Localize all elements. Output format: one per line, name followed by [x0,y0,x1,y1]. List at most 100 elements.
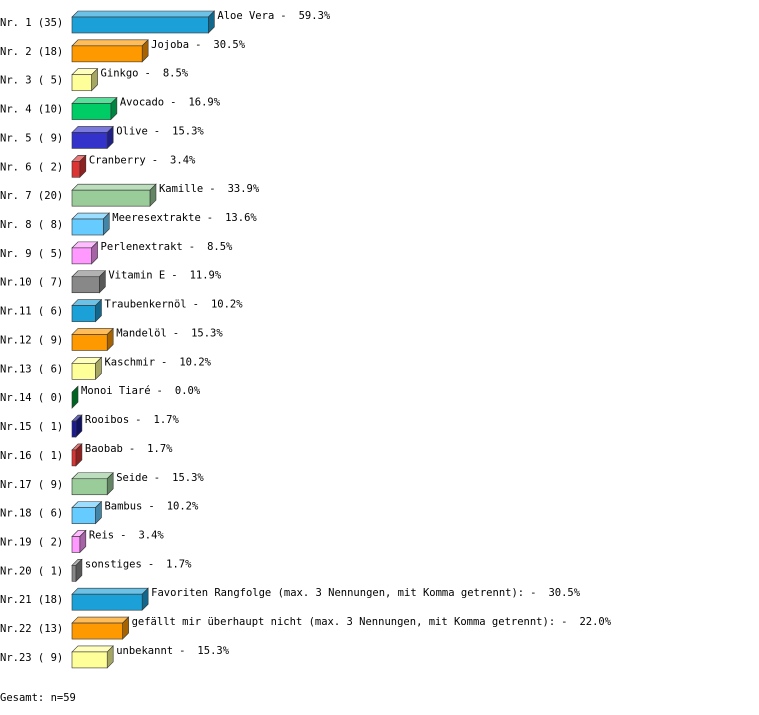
category-name: Traubenkernöl [104,299,186,311]
separator: - [280,10,286,22]
bar-top [71,212,111,220]
value-label: 22.0% [579,616,611,628]
row-label: Nr. 3 ( 5) [0,75,63,87]
category-name: unbekannt [116,645,173,657]
bar [71,218,104,236]
value-label: 10.2% [167,501,199,513]
bar-top [71,616,130,624]
bar [71,536,81,553]
category-name: Vitamin E [108,270,165,282]
value-label: 33.9% [228,183,260,195]
separator: - [170,97,176,109]
bar-label: Seide -15.3% [116,472,204,484]
bar-side [71,385,79,409]
category-name: Ginkgo [101,68,139,80]
category-name: gefällt mir überhaupt nicht (max. 3 Nenn… [132,616,556,628]
row-label: Nr.12 ( 9) [0,334,63,346]
bar-label: Perlenextrakt -8.5% [101,241,233,253]
bar [71,305,96,322]
bar [71,247,92,265]
bar-top [71,126,114,133]
bar-label: Aloe Vera - 59.3% [217,10,331,22]
category-name: Olive [116,125,148,137]
row-label: Nr. 8 ( 8) [0,219,63,231]
bar-label: Mandelöl -15.3% [116,327,223,339]
value-label: 0.0% [175,385,201,397]
bar-top [71,39,149,47]
separator: - [173,327,179,339]
bar-label: sonstiges -1.7% [85,558,192,570]
bar [71,16,209,34]
bar-top [71,10,216,18]
bar [71,565,77,582]
bar-label: Monoi Tiaré -0.0% [81,385,201,397]
value-label: 13.6% [225,212,257,224]
bar [71,132,108,149]
value-label: 30.5% [213,39,245,51]
bar-label: Rooibos - 1.7% [85,414,180,426]
bar-top [71,328,114,335]
separator: - [195,39,201,51]
separator: - [561,616,567,628]
value-label: 15.3% [191,327,223,339]
bar-label: gefällt mir überhaupt nicht (max. 3 Nenn… [132,616,612,628]
bar-label: unbekannt -15.3% [116,645,230,657]
bar [71,103,112,120]
bar-top [71,472,114,480]
bar [71,363,96,380]
row-label: Nr.22 (13) [0,623,63,635]
row-label: Nr. 9 ( 5) [0,248,63,260]
bar [71,651,108,669]
value-label: 10.2% [179,356,211,368]
bar [71,593,143,611]
separator: - [152,154,158,166]
bar [71,45,143,63]
category-name: Rooibos [85,414,129,426]
bar-label: Traubenkernöl -10.2% [104,299,243,311]
separator: - [144,68,150,80]
category-name: Kamille [159,183,203,195]
row-label: Nr.11 ( 6) [0,306,63,318]
bar [71,507,96,524]
bar [71,622,123,640]
row-label: Nr.13 ( 6) [0,363,63,375]
bar [71,420,77,438]
separator: - [171,270,177,282]
separator: - [209,183,215,195]
category-name: Favoriten Rangfolge (max. 3 Nennungen, m… [151,587,524,599]
row-label: Nr. 7 (20) [0,190,63,202]
bar-label: Baobab -1.7% [85,443,173,455]
separator: - [148,558,154,570]
value-label: 1.7% [147,443,173,455]
category-name: Meeresextrakte [112,212,201,224]
bar [71,478,108,496]
separator: - [161,356,167,368]
category-name: Cranberry [89,154,146,166]
value-label: 15.3% [172,125,204,137]
category-name: Bambus [104,501,142,513]
separator: - [179,645,185,657]
separator: - [135,414,141,426]
row-label: Nr.23 ( 9) [0,652,63,664]
bar-label: Cranberry -3.4% [89,154,196,166]
category-name: Kaschmir [104,356,155,368]
row-label: Nr. 6 ( 2) [0,161,63,173]
row-label: Nr.19 ( 2) [0,536,63,548]
category-name: Mandelöl [116,327,167,339]
bar [71,449,77,467]
separator: - [530,587,536,599]
bar-label: Meeresextrakte -13.6% [112,212,257,224]
row-label: Nr.16 ( 1) [0,450,63,462]
separator: - [120,529,126,541]
value-label: 8.5% [207,241,233,253]
category-name: Baobab [85,443,123,455]
row-label: Nr.15 ( 1) [0,421,63,433]
category-name: Aloe Vera [217,10,274,22]
value-label: 3.4% [138,529,164,541]
bar-label: Reis -3.4% [89,529,165,541]
bar-label: Kaschmir -10.2% [104,356,211,368]
row-label: Nr.18 ( 6) [0,508,63,520]
value-label: 15.3% [197,645,229,657]
row-label: Nr.21 (18) [0,594,63,606]
